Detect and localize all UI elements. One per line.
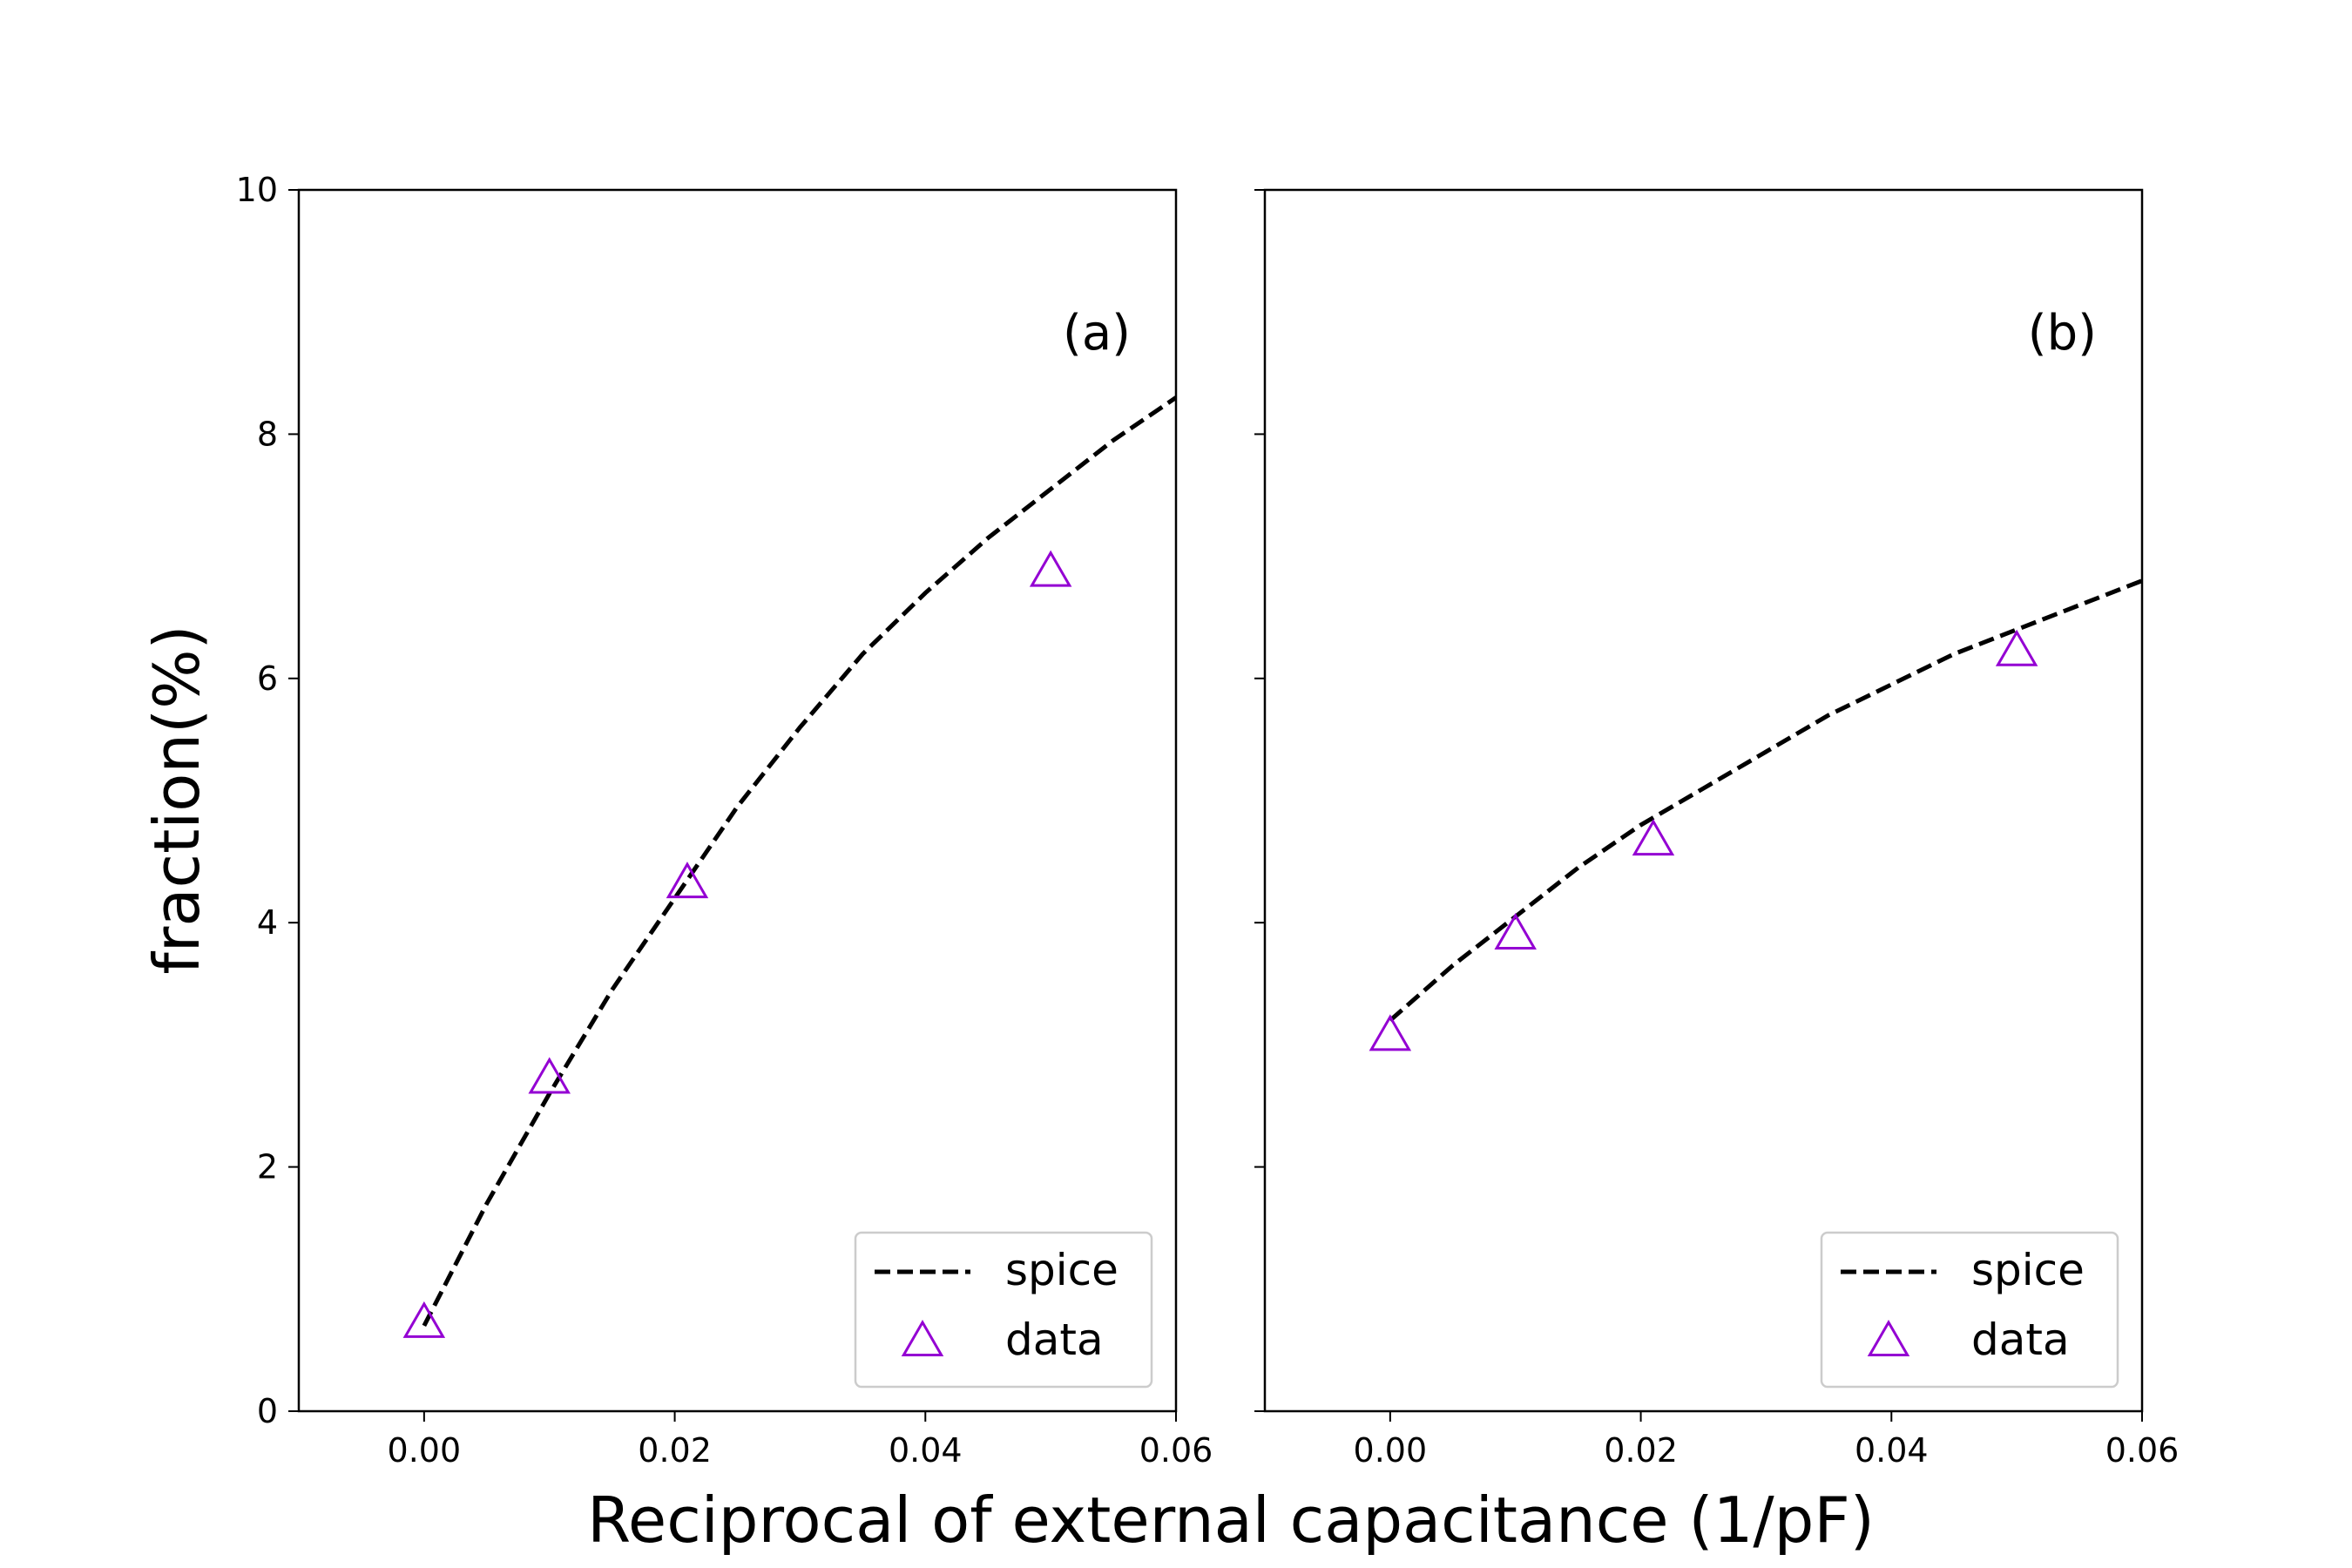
data-point	[402, 1301, 446, 1338]
y-tick-label: 4	[257, 903, 278, 942]
x-tick-label: 0.00	[388, 1431, 462, 1470]
axes-frame	[1263, 188, 2144, 1413]
y-tick-label: 6	[257, 659, 278, 698]
x-tick-label: 0.06	[1139, 1431, 1213, 1470]
legend-data-marker	[901, 1319, 944, 1356]
panel-label: (b)	[2028, 305, 2097, 362]
legend-data-label: data	[1971, 1315, 2070, 1365]
plot-area	[422, 395, 1176, 1328]
data-point	[1995, 629, 2038, 666]
data-point	[1494, 913, 1537, 950]
panel-label: (a)	[1063, 305, 1131, 362]
y-tick-label: 0	[257, 1392, 278, 1430]
data-point	[1369, 1014, 1412, 1051]
panel-a: 0.00 0.02 0.04 0.06 0 2 4 6 8 10 (a) spice data	[236, 171, 1213, 1470]
legend-spice-label: spice	[1005, 1245, 1119, 1295]
x-tick-label: 0.00	[1354, 1431, 1428, 1470]
y-tick-label: 2	[257, 1148, 278, 1186]
y-axis-label: fraction(%)	[140, 625, 213, 974]
y-tick-label: 10	[236, 171, 278, 209]
legend-spice-label: spice	[1971, 1245, 2085, 1295]
legend-data-label: data	[1005, 1315, 1104, 1365]
data-point	[528, 1057, 571, 1094]
x-tick-label: 0.06	[2105, 1431, 2180, 1470]
x-tick-label: 0.04	[1855, 1431, 1929, 1470]
x-tick-label: 0.02	[638, 1431, 712, 1470]
legend-data-marker	[1867, 1319, 1910, 1356]
x-tick-label: 0.04	[889, 1431, 963, 1470]
x-axis-label: Reciprocal of external capacitance (1/pF…	[587, 1484, 1875, 1557]
axes-frame	[297, 188, 1178, 1413]
x-tick-label: 0.02	[1604, 1431, 1678, 1470]
data-point	[1632, 819, 1675, 856]
spice-line	[422, 395, 1176, 1328]
panel-b: 0.00 0.02 0.04 0.06 (b) spice data	[1254, 188, 2180, 1470]
data-point	[1029, 550, 1072, 587]
data-point	[666, 862, 709, 899]
y-tick-label: 8	[257, 415, 278, 453]
